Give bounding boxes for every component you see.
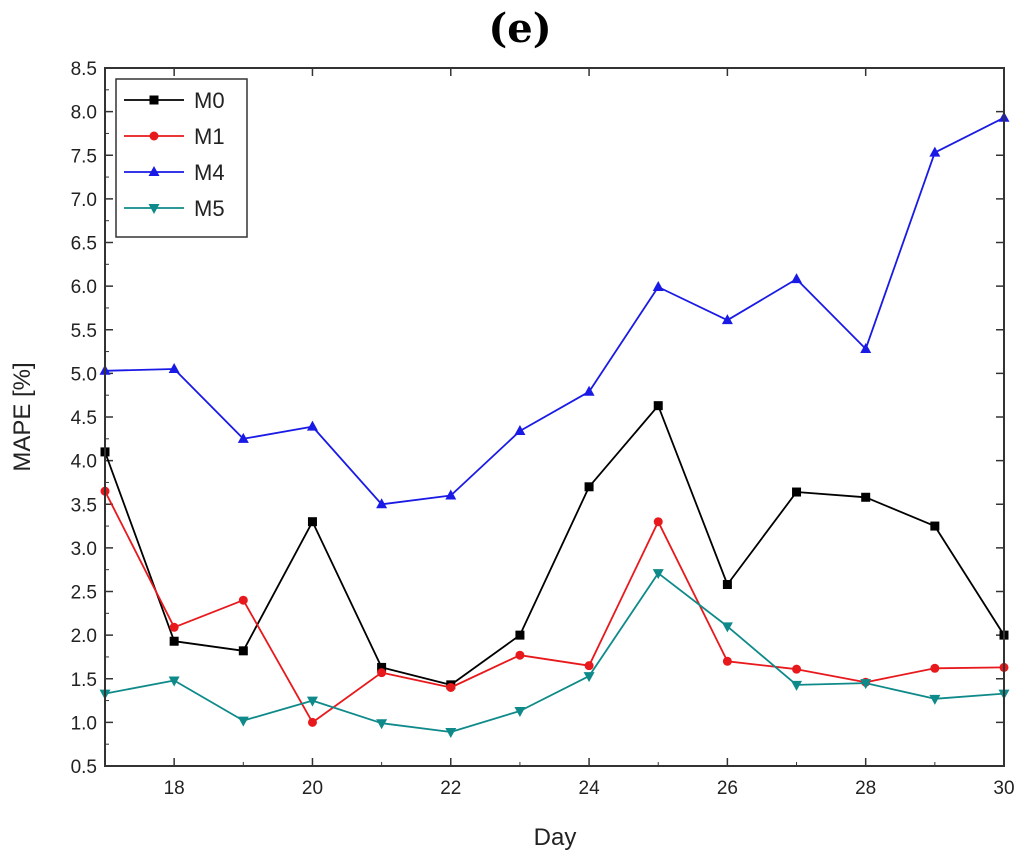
data-point-m0 — [584, 482, 594, 492]
legend-label-m5: M5 — [194, 196, 225, 221]
data-point-m4 — [168, 363, 180, 374]
data-point-m1 — [722, 656, 732, 666]
data-point-m4 — [583, 385, 595, 396]
legend-box — [115, 78, 248, 238]
data-point-m4 — [929, 146, 941, 157]
y-tick-label: 5.0 — [71, 364, 97, 385]
data-point-m4 — [860, 342, 872, 353]
data-point-m5 — [721, 622, 733, 633]
data-point-m1 — [930, 663, 940, 673]
x-tick-label: 20 — [302, 778, 323, 799]
x-tick-label: 18 — [164, 778, 185, 799]
data-point-m5 — [237, 716, 249, 727]
data-point-m1 — [377, 668, 387, 678]
y-tick-label: 7.5 — [71, 146, 97, 167]
legend: M0 M1 M4 M5 — [115, 78, 248, 238]
data-point-m1 — [238, 595, 248, 605]
data-point-m5 — [652, 569, 664, 580]
data-point-m0 — [861, 492, 871, 502]
y-axis-title: MAPE [%] — [9, 362, 36, 471]
data-point-m4 — [306, 420, 318, 431]
x-tick-label: 24 — [579, 778, 601, 799]
data-point-m0 — [930, 521, 940, 531]
data-point-m5 — [445, 727, 457, 738]
data-point-m1 — [307, 717, 317, 727]
plot-frame — [104, 67, 1005, 767]
legend-label-m0: M0 — [194, 88, 225, 113]
data-point-m0 — [307, 517, 317, 527]
data-point-m5 — [791, 680, 803, 691]
data-point-m4 — [514, 424, 526, 435]
data-point-m1 — [446, 682, 456, 692]
data-point-m0 — [515, 630, 525, 640]
y-tick-label: 2.5 — [71, 583, 97, 604]
series-line-m5 — [104, 572, 1005, 733]
x-axis-title: Day — [534, 824, 577, 851]
data-point-m1 — [653, 517, 663, 527]
data-point-m0 — [377, 662, 387, 672]
data-point-m4 — [721, 314, 733, 325]
data-point-m4 — [652, 280, 664, 291]
x-tick-label: 26 — [717, 778, 738, 799]
y-tick-label: 5.5 — [71, 321, 97, 342]
series-m0 — [100, 401, 1009, 690]
x-tick-label: 28 — [855, 778, 876, 799]
data-point-m0 — [238, 646, 248, 656]
y-tick-label: 6.5 — [71, 234, 97, 255]
data-point-m1 — [792, 664, 802, 674]
y-tick-label: 3.5 — [71, 495, 97, 516]
data-point-m1 — [584, 661, 594, 671]
y-tick-label: 0.5 — [71, 757, 97, 778]
data-point-m5 — [376, 719, 388, 730]
y-tick-label: 3.0 — [71, 539, 97, 560]
data-point-m0 — [169, 636, 179, 646]
legend-marker-m0 — [149, 95, 159, 105]
x-tick-label: 22 — [440, 778, 461, 799]
x-tick-label: 30 — [993, 778, 1014, 799]
data-point-m4 — [791, 273, 803, 284]
data-point-m4 — [237, 432, 249, 443]
y-tick-label: 4.0 — [71, 452, 97, 473]
legend-marker-m4 — [148, 166, 160, 176]
data-point-m4 — [376, 498, 388, 509]
y-tick-label: 6.0 — [71, 277, 97, 298]
data-point-m5 — [514, 707, 526, 718]
data-point-m5 — [583, 672, 595, 683]
legend-marker-m5 — [148, 204, 160, 214]
series-m4 — [99, 111, 1010, 509]
legend-label-m4: M4 — [194, 160, 225, 185]
series-line-m0 — [104, 404, 1005, 686]
series-line-m4 — [104, 116, 1005, 506]
data-point-m1 — [515, 650, 525, 660]
data-point-m5 — [306, 696, 318, 707]
y-tick-label: 1.5 — [71, 670, 97, 691]
y-tick-label: 1.0 — [71, 713, 97, 734]
data-point-m1 — [169, 622, 179, 632]
data-point-m0 — [653, 401, 663, 411]
series-line-m1 — [104, 490, 1005, 724]
y-tick-label: 2.0 — [71, 626, 97, 647]
data-point-m0 — [792, 487, 802, 497]
y-tick-label: 4.5 — [71, 408, 97, 429]
y-tick-label: 8.5 — [71, 59, 97, 80]
data-point-m5 — [929, 694, 941, 705]
series-m1 — [100, 486, 1009, 727]
legend-marker-m1 — [149, 131, 159, 141]
legend-label-m1: M1 — [194, 124, 225, 149]
data-point-m5 — [168, 676, 180, 687]
series-m5 — [99, 569, 1010, 738]
panel-label: (e) — [488, 5, 551, 52]
y-tick-label: 8.0 — [71, 103, 97, 124]
y-tick-label: 7.0 — [71, 190, 97, 211]
data-point-m5 — [860, 679, 872, 690]
data-point-m0 — [722, 580, 732, 590]
data-point-m4 — [445, 489, 457, 500]
